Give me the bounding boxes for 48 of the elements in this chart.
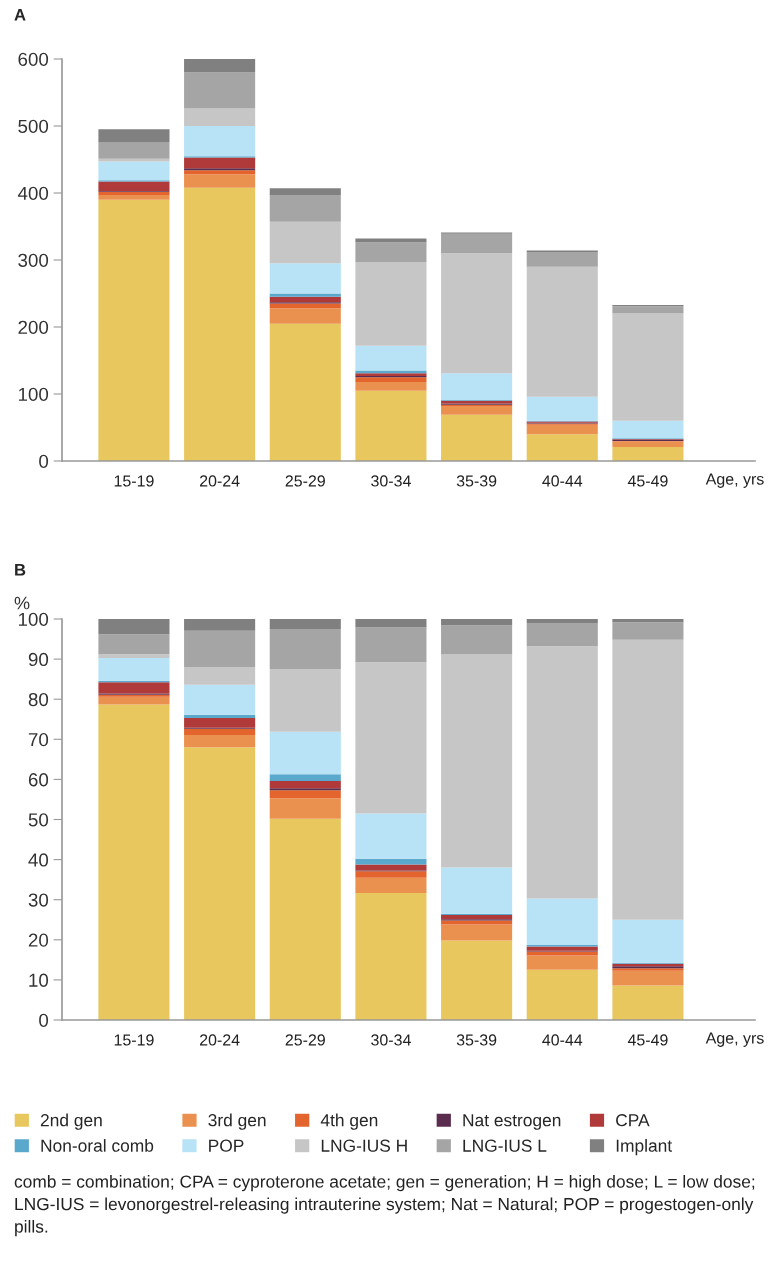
y-tick-label: 600 [18,52,49,66]
legend-label: Non-oral comb [41,1139,154,1152]
y-tick-label: 20 [28,933,49,947]
y-tick-label: 80 [28,692,49,707]
y-tick-label: 50 [28,813,49,827]
y-tick-label: 0 [39,1013,49,1027]
y-tick-label: 60 [28,773,49,787]
legend-label: Implant [616,1139,673,1156]
x-tick-label: 35-39 [456,1034,497,1046]
x-tick-label: 40-44 [542,1034,583,1046]
y-tick-label: 100 [18,387,49,401]
x-tick-label: 45-49 [627,475,668,487]
x-tick-label: 45-49 [627,1034,668,1046]
legend-label: LNG-IUS L [463,1139,547,1152]
y-tick-label: 70 [28,733,49,747]
x-tick-label: 30-34 [371,1034,411,1046]
y-tick-label: 300 [18,253,49,267]
legend-label: 2nd gen [40,1113,102,1130]
text: comb = combination; CPA = cyproterone acetate; gen = generation; H = high dose; L = low dose; LNG-IUS = levonorgestrel-releasing intrauterine system; Nat = Natural; POP = progestogen-only pills. [14,1175,755,1237]
y-tick-label: 90 [28,652,49,667]
chart-title: B [15,564,26,576]
x-tick-label: 15-19 [114,475,154,487]
x-tick-label: 30-34 [371,475,411,487]
x-tick-label: 25-29 [285,475,325,487]
legend-label: CPA [616,1114,650,1127]
legend-label: Nat estrogen [463,1114,561,1130]
x-tick-label: 40-44 [542,475,583,487]
legend-label: LNG-IUS H [321,1139,407,1152]
y-tick-label: 500 [18,119,49,133]
x-tick-label: 20-24 [200,475,240,487]
x-tick-label: 15-19 [114,1034,154,1046]
y-tick-label: 0 [39,454,49,468]
y-tick-label: 400 [17,186,49,200]
x-tick-label: 35-39 [456,475,497,487]
y-axis-title: % [14,596,30,610]
legend-label: 4th gen [320,1113,378,1130]
legend-label: 3rd gen [208,1113,266,1130]
y-tick-label: 40 [28,853,49,867]
chart-title: A [14,9,26,21]
x-axis-title: Age, yrs [705,473,764,488]
x-tick-label: 25-29 [285,1034,325,1046]
legend-label: POP [209,1139,244,1152]
y-tick-label: 10 [29,973,49,987]
y-tick-label: 200 [18,320,49,334]
x-tick-label: 20-24 [200,1034,240,1046]
y-tick-label: 100 [18,612,49,626]
y-tick-label: 30 [28,893,49,907]
x-axis-title: Age, yrs [705,1032,764,1047]
